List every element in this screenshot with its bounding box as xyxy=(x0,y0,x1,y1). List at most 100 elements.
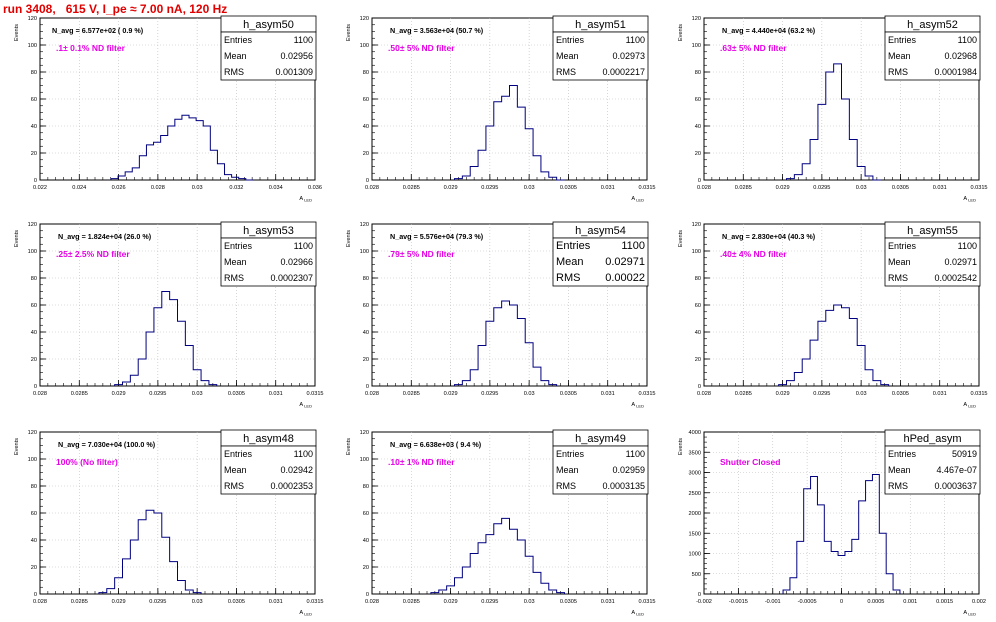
x-tick-label: 0.028 xyxy=(151,185,165,191)
y-tick-label: 60 xyxy=(363,511,369,517)
stats-value-rms: 0.00022 xyxy=(605,272,645,284)
filter-note: .79± 5% ND filter xyxy=(388,249,455,259)
x-tick-label: 0.001 xyxy=(903,599,917,605)
x-tick-label: 0.028 xyxy=(365,391,379,397)
x-axis-label: A LED xyxy=(963,402,976,409)
y-tick-label: 40 xyxy=(363,330,369,336)
histogram-line xyxy=(114,291,218,386)
y-tick-label: 40 xyxy=(695,330,701,336)
x-tick-label: 0.031 xyxy=(933,391,947,397)
filter-note: .40± 4% ND filter xyxy=(720,249,787,259)
stats-value-mean: 0.02968 xyxy=(944,51,977,61)
x-tick-label: 0.0285 xyxy=(403,391,420,397)
x-tick-label: 0.03 xyxy=(856,185,867,191)
x-tick-label: 0.0295 xyxy=(481,391,498,397)
stats-label-rms: RMS xyxy=(224,481,244,491)
x-tick-label: 0.0005 xyxy=(867,599,884,605)
x-axis-label: A LED xyxy=(299,610,312,617)
stats-value-rms: 0.0002307 xyxy=(270,273,313,283)
filter-note: 100% (No filter) xyxy=(56,457,118,467)
y-tick-label: 120 xyxy=(360,16,369,22)
x-tick-label: 0.0295 xyxy=(813,185,830,191)
x-tick-label: 0.031 xyxy=(269,391,283,397)
y-tick-label: 60 xyxy=(363,97,369,103)
stats-value-entries: 1100 xyxy=(294,449,313,459)
x-tick-label: 0.029 xyxy=(112,391,126,397)
y-tick-label: 60 xyxy=(695,97,701,103)
y-axis-label: Events xyxy=(346,438,352,455)
y-tick-label: 40 xyxy=(31,330,37,336)
x-tick-label: 0.028 xyxy=(697,391,711,397)
stats-label-entries: Entries xyxy=(556,35,585,45)
stats-label-entries: Entries xyxy=(888,241,917,251)
stats-label-rms: RMS xyxy=(888,481,908,491)
stats-box-title: h_asym53 xyxy=(243,225,294,237)
y-tick-label: 2000 xyxy=(689,511,701,517)
stats-label-rms: RMS xyxy=(556,272,580,284)
x-tick-label: 0.0315 xyxy=(970,185,987,191)
histogram-line xyxy=(782,474,901,594)
stats-box xyxy=(552,237,649,287)
stats-box-title: h_asym54 xyxy=(575,225,626,237)
filter-note: .25± 2.5% ND filter xyxy=(56,249,130,259)
x-tick-label: 0.031 xyxy=(933,185,947,191)
y-tick-label: 120 xyxy=(360,430,369,436)
stats-value-mean: 0.02959 xyxy=(612,465,645,475)
x-axis-label: A LED xyxy=(963,196,976,203)
x-axis-label: A LED xyxy=(631,196,644,203)
y-tick-label: 100 xyxy=(28,43,37,49)
x-tick-label: 0.0295 xyxy=(149,391,166,397)
stats-box xyxy=(220,31,317,81)
x-tick-label: 0.03 xyxy=(192,391,203,397)
stats-value-entries: 1100 xyxy=(958,241,977,251)
histogram-line xyxy=(110,114,253,181)
x-axis-label: A LED xyxy=(299,196,312,203)
x-tick-label: 0.031 xyxy=(601,185,615,191)
panel-hPed_asym: -0.002 -0.0015 -0.001 -0.0005 0 0.0005 0.001 0.… xyxy=(678,429,986,617)
panel-h_asym49: 0.028 0.0285 0.029 0.0295 0.03 0.0305 0.031 0.0… xyxy=(346,429,656,617)
stats-value-entries: 1100 xyxy=(626,449,645,459)
x-tick-label: 0.03 xyxy=(524,391,535,397)
stats-box xyxy=(884,445,981,495)
histogram-line xyxy=(454,300,558,386)
y-tick-label: 60 xyxy=(31,97,37,103)
y-tick-label: 20 xyxy=(31,151,37,157)
x-tick-label: 0.036 xyxy=(308,185,322,191)
x-tick-label: 0.0305 xyxy=(228,391,245,397)
panel-h_asym52: 0.028 0.0285 0.029 0.0295 0.03 0.0305 0.031 0.0… xyxy=(678,15,988,203)
stats-label-rms: RMS xyxy=(888,67,908,77)
y-tick-label: 0 xyxy=(366,384,369,390)
y-tick-label: 0 xyxy=(698,592,701,598)
x-tick-label: 0.0305 xyxy=(892,185,909,191)
y-tick-label: 20 xyxy=(363,151,369,157)
x-tick-label: -0.0005 xyxy=(798,599,817,605)
x-tick-label: 0.0315 xyxy=(970,391,987,397)
x-tick-label: 0.0015 xyxy=(936,599,953,605)
x-tick-label: 0.028 xyxy=(697,185,711,191)
x-tick-label: 0.0315 xyxy=(638,391,655,397)
x-tick-label: 0.034 xyxy=(269,185,283,191)
y-tick-label: 120 xyxy=(28,16,37,22)
y-tick-label: 0 xyxy=(366,178,369,184)
stats-value-mean: 0.02971 xyxy=(944,257,977,267)
histogram-line xyxy=(454,85,565,181)
stats-box-title: h_asym48 xyxy=(243,433,294,445)
y-tick-label: 0 xyxy=(34,178,37,184)
y-tick-label: 20 xyxy=(695,357,701,363)
y-tick-label: 80 xyxy=(31,484,37,490)
stats-box xyxy=(220,237,317,287)
y-axis-label: Events xyxy=(346,230,352,247)
x-axis-label: A LED xyxy=(299,402,312,409)
x-tick-label: 0.028 xyxy=(33,391,47,397)
y-tick-label: 80 xyxy=(695,276,701,282)
stats-value-entries: 1100 xyxy=(958,35,977,45)
x-tick-label: 0.0295 xyxy=(813,391,830,397)
y-tick-label: 100 xyxy=(28,457,37,463)
y-tick-label: 120 xyxy=(28,430,37,436)
panel-h_asym48: 0.028 0.0285 0.029 0.0295 0.03 0.0305 0.031 0.0… xyxy=(14,429,324,617)
n-avg-label: N_avg = 7.030e+04 (100.0 %) xyxy=(58,440,156,449)
stats-box xyxy=(220,445,317,495)
y-tick-label: 120 xyxy=(28,222,37,228)
x-tick-label: 0.0305 xyxy=(892,391,909,397)
y-tick-label: 60 xyxy=(695,303,701,309)
